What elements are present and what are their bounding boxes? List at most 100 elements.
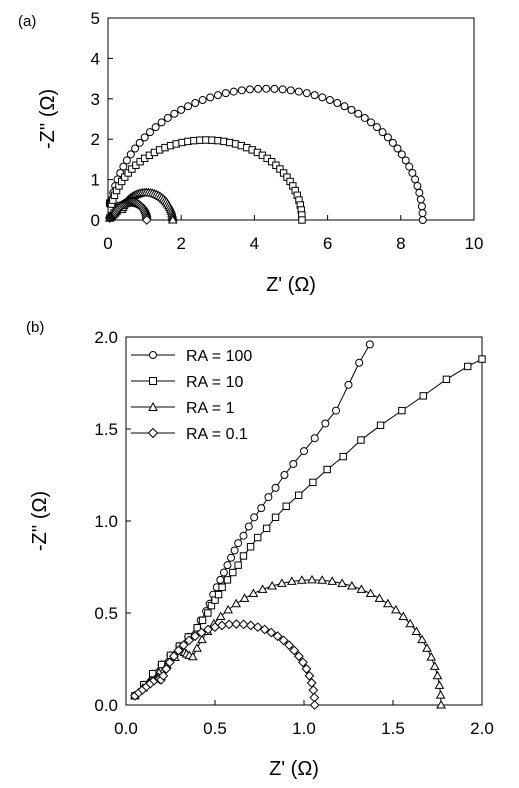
data-point-square <box>208 136 216 144</box>
x-tick-label: 0.5 <box>203 719 227 738</box>
data-point-diamond <box>289 645 300 656</box>
data-point-square <box>478 355 486 363</box>
legend-marker-diamond <box>147 427 159 439</box>
data-point-diamond <box>298 657 308 668</box>
data-point-square <box>193 624 201 632</box>
data-point-circle <box>234 539 243 548</box>
data-point-circle <box>257 504 266 513</box>
data-point-square <box>190 136 198 145</box>
data-point-circle <box>131 144 140 153</box>
data-point-circle <box>262 84 271 93</box>
data-point-circle <box>264 493 273 502</box>
data-point-circle <box>126 150 135 159</box>
data-point-circle <box>310 91 319 100</box>
data-point-circle <box>278 85 287 94</box>
data-point-square <box>184 137 192 146</box>
legend-entry-ra-0-1: RA = 0.1 <box>131 426 248 443</box>
data-point-circle <box>294 87 303 96</box>
data-point-circle <box>270 84 279 93</box>
legend-marker-circle <box>149 351 157 359</box>
data-point-circle <box>250 513 259 522</box>
data-point-circle <box>122 156 131 165</box>
data-point-diamond <box>309 700 320 710</box>
data-point-circle <box>237 86 246 95</box>
data-point-square <box>202 136 210 144</box>
data-point-triangle <box>286 576 297 585</box>
panel-a-plot-frame <box>107 17 475 221</box>
data-point-circle <box>157 118 166 127</box>
data-point-square <box>218 583 226 591</box>
y-tick-label: 5 <box>91 9 100 28</box>
data-point-diamond <box>238 619 249 630</box>
data-point-circle <box>213 91 222 100</box>
data-point-circle <box>418 209 427 218</box>
data-point-triangle <box>426 652 437 661</box>
data-point-triangle <box>187 651 198 661</box>
data-point-square <box>204 609 212 617</box>
data-point-triangle <box>167 214 178 224</box>
data-point-triangle <box>429 661 440 670</box>
data-point-triangle <box>223 604 234 614</box>
y-tick-label: 0 <box>91 211 100 230</box>
data-point-circle <box>271 483 280 492</box>
data-point-circle <box>223 561 232 570</box>
legend-entry-ra-1: RA = 1 <box>131 400 235 417</box>
data-point-diamond <box>231 619 242 629</box>
data-point-triangle <box>267 580 277 590</box>
x-tick-label: 2.0 <box>470 719 494 738</box>
data-point-circle <box>415 188 424 197</box>
data-point-square <box>262 524 271 533</box>
data-point-circle <box>198 96 207 105</box>
data-point-diamond <box>284 640 295 651</box>
data-point-diamond <box>178 640 189 651</box>
data-point-circle <box>140 133 149 142</box>
data-point-square <box>223 576 232 584</box>
data-point-circle <box>245 85 254 94</box>
panel-b-x-axis: 0.0 0.5 1.0 1.5 2.0 <box>114 700 494 738</box>
data-point-circle <box>184 102 193 111</box>
data-point-circle <box>146 128 155 137</box>
data-point-circle <box>325 96 334 105</box>
data-point-triangle <box>365 588 376 598</box>
panel-a: (a) 0 2 4 6 8 10 0 1 2 3 4 5 Z' (Ω) -Z'' (Ω) <box>18 9 483 296</box>
data-point-circle <box>417 202 426 211</box>
data-point-circle <box>411 175 420 184</box>
data-point-circle <box>206 93 215 102</box>
data-point-square <box>198 616 207 625</box>
data-point-diamond <box>308 685 319 696</box>
data-point-circle <box>413 182 422 191</box>
data-point-triangle <box>297 575 307 584</box>
legend-label: RA = 1 <box>186 400 235 417</box>
data-point-circle <box>318 93 327 102</box>
data-point-circle <box>321 419 330 428</box>
series-square <box>131 355 486 700</box>
x-tick-label: 1.5 <box>381 719 405 738</box>
data-point-square <box>214 136 222 145</box>
data-point-circle <box>332 406 341 415</box>
data-point-triangle <box>215 611 226 621</box>
data-point-circle <box>221 89 230 98</box>
data-point-square <box>298 216 306 224</box>
data-point-circle <box>378 128 387 137</box>
data-point-circle <box>388 138 397 147</box>
panel-b-y-axis: 0.0 0.5 1.0 1.5 2.0 <box>94 328 131 715</box>
data-point-circle <box>191 99 200 108</box>
x-tick-label: 6 <box>323 234 332 253</box>
data-point-diamond <box>278 635 289 646</box>
data-point-square <box>294 491 303 499</box>
data-point-square <box>239 552 248 560</box>
data-point-diamond <box>304 670 315 681</box>
data-point-triangle <box>417 634 427 644</box>
data-point-circle <box>280 471 289 479</box>
series-circle <box>130 340 374 700</box>
data-point-diamond <box>203 624 213 635</box>
data-point-circle <box>302 89 311 98</box>
data-point-square <box>376 421 385 430</box>
panel-b: (b) 0.0 0.5 1.0 1.5 2.0 0.0 0.5 1.0 1.5 2.0 RA =… <box>26 319 494 780</box>
data-point-square <box>196 136 204 144</box>
series-triangle <box>130 574 446 709</box>
legend-marker-square <box>149 377 157 385</box>
data-point-diamond <box>190 631 201 642</box>
data-point-circle <box>227 553 236 562</box>
